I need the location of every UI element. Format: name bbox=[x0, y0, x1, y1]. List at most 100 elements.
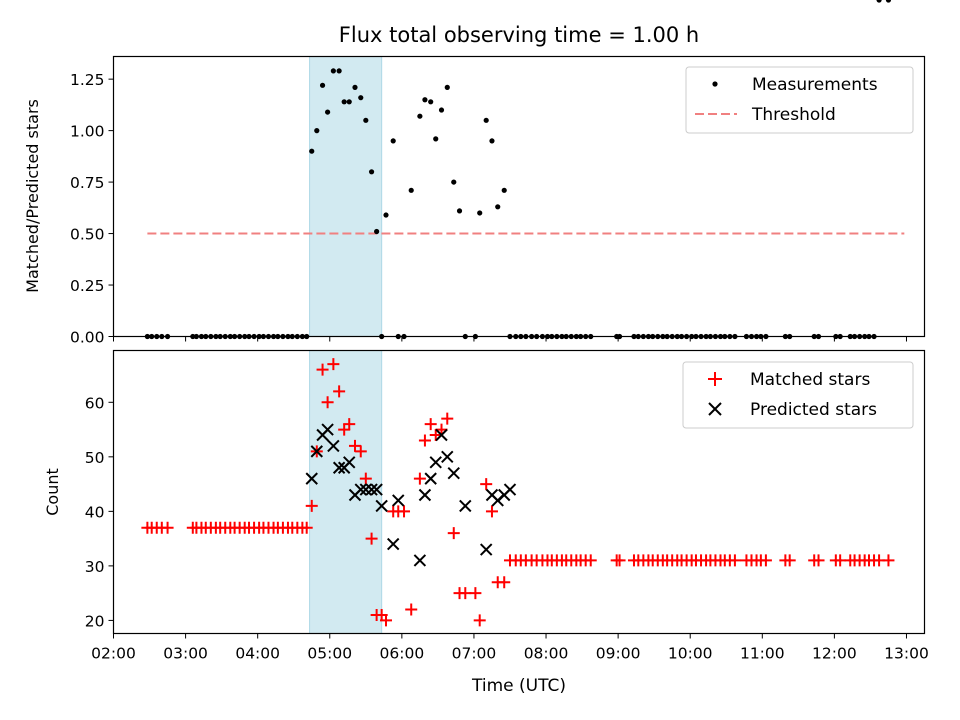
y-tick-label: 40 bbox=[85, 503, 105, 521]
matched-star-point bbox=[316, 363, 329, 376]
counts-panel: 02:00 03:00 04:00 05:00 06:00 07:00 08:00 09:00… bbox=[43, 349, 929, 696]
ratio-highlight-span bbox=[309, 56, 383, 337]
measurement-point bbox=[483, 117, 489, 123]
measurement-point bbox=[341, 99, 347, 105]
matched-star-point bbox=[424, 418, 437, 431]
y-tick-label: 0.00 bbox=[70, 329, 105, 347]
measurement-point bbox=[325, 109, 331, 115]
counts-axis-ticks: 02:00 03:00 04:00 05:00 06:00 07:00 08:00 09:00… bbox=[85, 394, 929, 662]
matched-star-point bbox=[398, 505, 411, 518]
predicted-star-point bbox=[503, 483, 517, 496]
measurement-point bbox=[352, 84, 358, 90]
matched-star-point bbox=[613, 554, 626, 567]
matched-star-point bbox=[882, 554, 895, 567]
measurement-point bbox=[438, 107, 445, 113]
predicted-star-point bbox=[424, 472, 437, 485]
measurement-point bbox=[336, 68, 342, 74]
x-tick-label: 07:00 bbox=[452, 645, 497, 663]
measurement-point bbox=[489, 138, 495, 144]
predicted-star-point bbox=[359, 483, 373, 496]
matched-star-point bbox=[429, 429, 442, 442]
matched-star-point bbox=[459, 587, 472, 600]
y-tick-label: 50 bbox=[85, 449, 105, 467]
measurement-point bbox=[456, 208, 463, 214]
matched-star-point bbox=[584, 554, 597, 567]
matched-legend-label: Matched stars bbox=[750, 370, 870, 390]
measurement-point bbox=[408, 187, 414, 193]
matched-star-point bbox=[365, 532, 378, 545]
matched-star-point bbox=[498, 576, 511, 589]
measurement-point bbox=[363, 117, 369, 123]
measurement-point bbox=[358, 95, 364, 101]
counts-highlight-span bbox=[309, 350, 383, 634]
counts-legend: Matched stars Predicted stars bbox=[682, 361, 914, 429]
ratio-axis-ticks: 0.00 0.25 0.50 0.75 1.00 1.25 bbox=[70, 71, 907, 347]
predicted-star-point bbox=[375, 499, 388, 513]
measurement-point bbox=[451, 179, 457, 185]
x-tick-label: 04:00 bbox=[235, 645, 280, 663]
matched-star-point bbox=[354, 445, 367, 458]
predicted-star-point bbox=[354, 483, 367, 496]
x-tick-label: 06:00 bbox=[380, 645, 425, 663]
predicted-star-point bbox=[332, 461, 346, 474]
measurement-point bbox=[383, 212, 389, 218]
predicted-star-point bbox=[479, 543, 493, 556]
x-tick-label: 10:00 bbox=[668, 645, 713, 663]
measurement-point bbox=[422, 97, 428, 103]
x-tick-label: 05:00 bbox=[307, 645, 352, 663]
matched-legend-marker bbox=[708, 372, 722, 386]
predicted-star-point bbox=[429, 456, 442, 469]
measurement-point bbox=[417, 113, 423, 119]
measurement-point bbox=[374, 228, 380, 235]
predicted-star-point bbox=[459, 499, 472, 513]
counts-y-axis-label: Count bbox=[43, 468, 62, 516]
measurement-point bbox=[433, 136, 439, 142]
predicted-star-point bbox=[418, 488, 432, 502]
matched-star-point bbox=[338, 423, 351, 436]
predicted-legend-label: Predicted stars bbox=[750, 400, 877, 420]
measurement-point bbox=[477, 210, 483, 216]
ratio-legend: Measurements Threshold bbox=[685, 66, 914, 134]
predicted-star-point bbox=[435, 428, 448, 442]
y-tick-label: 20 bbox=[85, 612, 105, 630]
matched-star-point bbox=[435, 423, 448, 436]
y-tick-label: 1.25 bbox=[70, 71, 105, 89]
x-tick-label: 02:00 bbox=[91, 645, 136, 663]
measurement-point bbox=[876, 0, 882, 3]
measurement-point bbox=[314, 128, 320, 134]
y-tick-label: 30 bbox=[85, 558, 105, 576]
predicted-star-point bbox=[321, 423, 334, 436]
matched-star-point bbox=[413, 472, 426, 485]
count-points bbox=[141, 358, 895, 627]
x-axis-label: Time (UTC) bbox=[471, 676, 566, 696]
measurement-point bbox=[319, 82, 326, 88]
matched-star-point bbox=[418, 434, 431, 447]
measurement-points bbox=[144, 0, 892, 340]
matched-star-point bbox=[812, 554, 825, 567]
measurement-point bbox=[885, 0, 892, 3]
measurement-point bbox=[346, 99, 352, 105]
predicted-star-point bbox=[413, 554, 427, 567]
measurements-legend-marker bbox=[712, 81, 718, 87]
y-tick-label: 0.25 bbox=[70, 277, 105, 295]
y-tick-label: 0.75 bbox=[70, 174, 105, 192]
y-tick-label: 1.00 bbox=[70, 123, 105, 141]
x-tick-label: 09:00 bbox=[596, 645, 641, 663]
x-tick-label: 13:00 bbox=[884, 645, 929, 663]
counts-axes-frame bbox=[112, 349, 926, 635]
measurement-point bbox=[330, 68, 336, 74]
matched-star-point bbox=[305, 499, 318, 512]
chart-title: Flux total observing time = 1.00 h bbox=[339, 23, 699, 47]
matched-star-point bbox=[441, 412, 454, 425]
matched-star-point bbox=[469, 587, 482, 600]
y-tick-label: 60 bbox=[85, 394, 105, 412]
matched-star-point bbox=[161, 521, 174, 534]
x-tick-label: 03:00 bbox=[163, 645, 208, 663]
predicted-star-point bbox=[327, 439, 340, 453]
predicted-legend-marker bbox=[708, 402, 722, 416]
ratio-axes-frame bbox=[112, 55, 926, 338]
measurement-point bbox=[501, 187, 507, 193]
matched-star-point bbox=[327, 358, 340, 371]
matched-star-point bbox=[480, 478, 493, 491]
